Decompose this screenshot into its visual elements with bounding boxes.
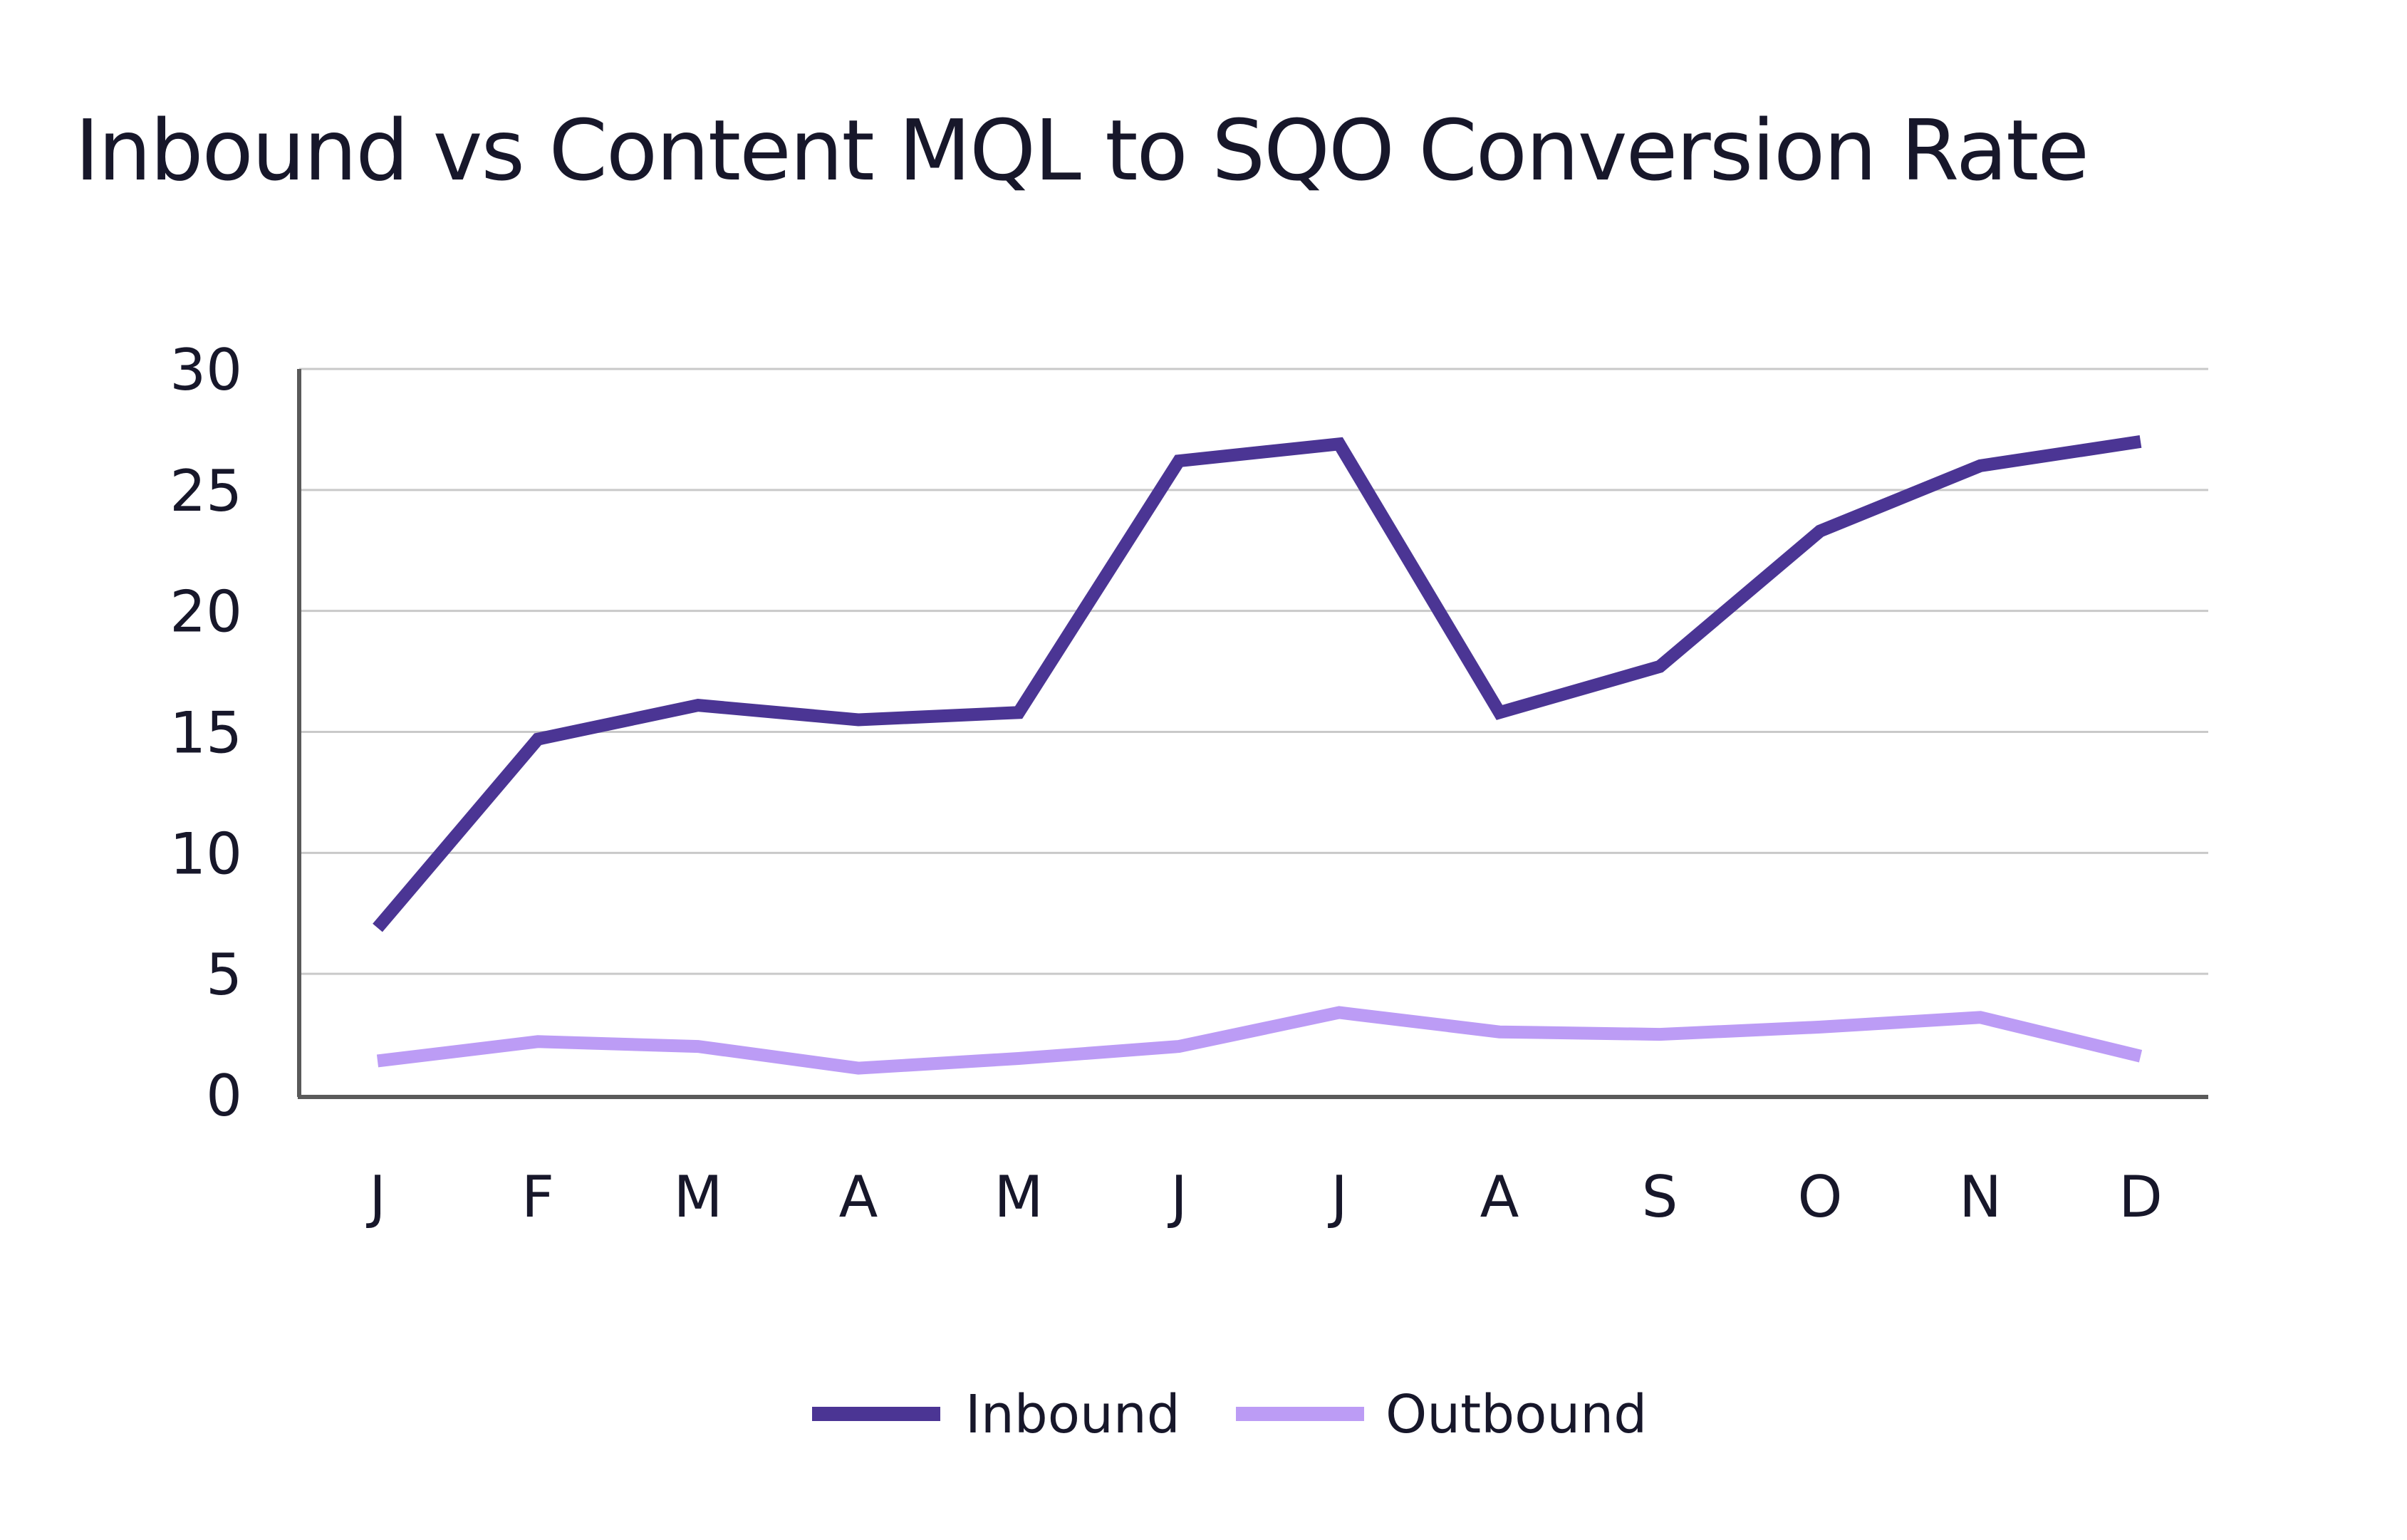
grid-lines: [299, 368, 2208, 975]
y-tick-label-5: 5: [206, 942, 242, 1008]
chart-title: Inbound vs Content MQL to SQO Conversion…: [75, 101, 2088, 199]
x-tick-label-4: A: [839, 1164, 878, 1230]
legend-label-outbound: Outbound: [1386, 1384, 1647, 1445]
x-tick-label-3: M: [673, 1164, 722, 1230]
axes: [297, 369, 2208, 1099]
series-inbound: [373, 435, 2142, 932]
y-tick-label-15: 15: [170, 700, 242, 766]
legend-item-inbound: Inbound: [812, 1384, 1180, 1445]
x-tick-label-10: O: [1798, 1164, 1843, 1230]
y-axis-ticks: 0 5 10 15 20 25 30: [170, 337, 242, 1129]
series-line-inbound: [373, 435, 2142, 932]
x-tick-label-11: N: [1959, 1164, 2002, 1230]
legend: Inbound Outbound: [812, 1384, 1647, 1445]
series-outbound: [376, 1006, 2143, 1075]
y-tick-label-10: 10: [170, 821, 242, 887]
x-tick-label-9: S: [1642, 1164, 1678, 1230]
x-tick-label-1: J: [365, 1164, 386, 1230]
legend-label-inbound: Inbound: [965, 1384, 1180, 1445]
y-tick-label-0: 0: [206, 1063, 242, 1129]
y-tick-label-25: 25: [170, 458, 242, 524]
x-tick-label-8: A: [1480, 1164, 1519, 1230]
x-tick-label-12: D: [2119, 1164, 2163, 1230]
x-tick-label-2: F: [521, 1164, 554, 1230]
legend-item-outbound: Outbound: [1236, 1384, 1647, 1445]
series-line-outbound: [376, 1006, 2143, 1075]
x-tick-label-7: J: [1327, 1164, 1348, 1230]
series: [373, 435, 2143, 1075]
y-tick-label-20: 20: [170, 579, 242, 645]
y-tick-label-30: 30: [170, 337, 242, 403]
x-tick-label-6: J: [1167, 1164, 1187, 1230]
x-tick-label-5: M: [994, 1164, 1043, 1230]
